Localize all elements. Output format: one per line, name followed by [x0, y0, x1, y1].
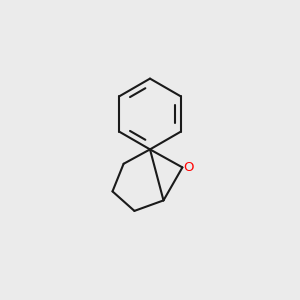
Text: O: O [184, 161, 194, 174]
